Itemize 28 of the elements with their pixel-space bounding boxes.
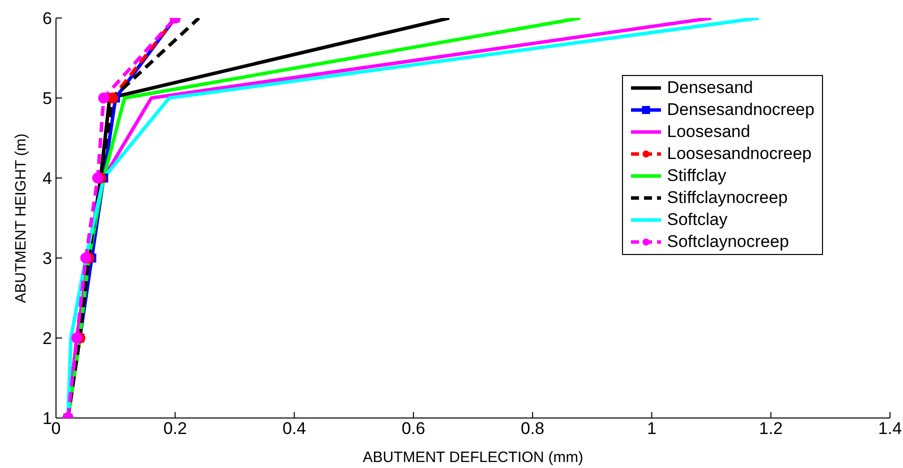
y-tick-label: 3 [42, 249, 52, 268]
x-axis-title: ABUTMENT DEFLECTION (mm) [362, 449, 584, 466]
legend-label: Loosesandnocreep [667, 143, 812, 165]
y-tick-label: 6 [42, 9, 52, 28]
x-tick-label: 0.8 [520, 419, 544, 438]
legend-label: Densesand [667, 77, 754, 99]
y-tick-label: 4 [42, 169, 52, 188]
legend-label: Stiffclaynocreep [667, 187, 788, 209]
y-tick-label: 5 [42, 89, 52, 108]
legend-label: Softclay [667, 209, 728, 231]
legend-label: Loosesand [667, 121, 750, 143]
legend-label: Softclaynocreep [667, 231, 789, 253]
y-axis-title: ABUTMENT HEIGHT (m) [12, 134, 30, 303]
x-tick-label: 0.4 [282, 419, 306, 438]
x-tick-label: 0.6 [402, 419, 426, 438]
x-tick-label: 1.4 [878, 419, 902, 438]
point [80, 252, 92, 264]
point [98, 92, 110, 104]
point [107, 92, 118, 104]
point [92, 172, 104, 184]
y-tick-label: 2 [42, 329, 52, 348]
x-tick-label: 0.2 [163, 419, 187, 438]
point [71, 332, 82, 344]
x-tick-label: 1 [646, 419, 656, 438]
x-tick-label: 1.2 [759, 419, 783, 438]
x-tick-label: 0 [51, 419, 61, 438]
legend-label: Stiffclay [667, 165, 726, 187]
legend-label: Densesandnocreep [667, 99, 814, 121]
